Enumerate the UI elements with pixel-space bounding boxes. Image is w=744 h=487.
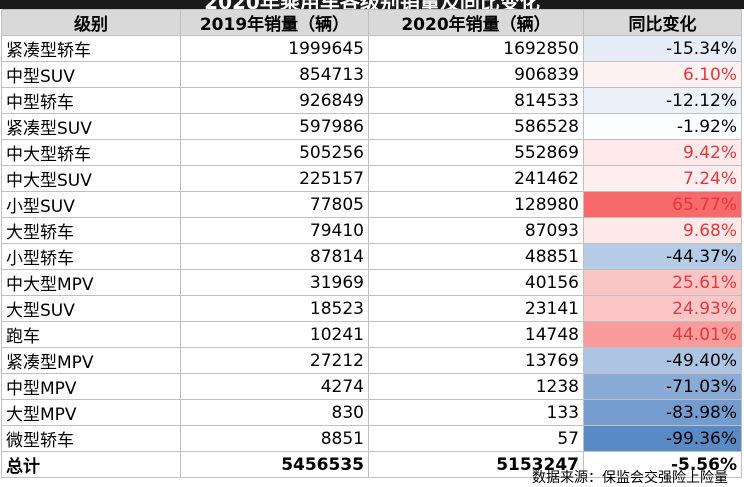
sales-cell: 77805 (180, 191, 369, 218)
sales-cell: 57 (368, 425, 584, 452)
change-cell: -83.98% (583, 399, 742, 426)
change-cell: 65.77% (583, 191, 742, 218)
change-cell: 7.24% (583, 165, 742, 192)
change-cell: -49.40% (583, 347, 742, 374)
level-cell: 中大型轿车 (1, 139, 181, 166)
level-cell: 微型轿车 (1, 425, 181, 452)
sales-cell: 10241 (180, 321, 369, 348)
level-cell: 紧凑型轿车 (1, 35, 181, 62)
table-row: 小型轿车 87814 48851 -44.37% (1, 243, 742, 270)
change-cell: -12.12% (583, 87, 742, 114)
change-cell: 6.10% (583, 61, 742, 88)
sales-cell: 505256 (180, 139, 369, 166)
change-cell: 9.68% (583, 217, 742, 244)
sales-cell: 87093 (368, 217, 584, 244)
sales-cell: 23141 (368, 295, 584, 322)
sales-cell: 586528 (368, 113, 584, 140)
sales-cell: 27212 (180, 347, 369, 374)
level-cell: 总计 (1, 451, 181, 478)
change-cell: -99.36% (583, 425, 742, 452)
table-row: 中型MPV 4274 1238 -71.03% (1, 373, 742, 400)
table-row: 中型轿车 926849 814533 -12.12% (1, 87, 742, 114)
table-row: 中大型SUV 225157 241462 7.24% (1, 165, 742, 192)
title: 2020年乘用车各级别销量及同比变化 (0, 0, 744, 9)
sales-cell: 31969 (180, 269, 369, 296)
sales-cell: 87814 (180, 243, 369, 270)
sales-cell: 18523 (180, 295, 369, 322)
table-row: 微型轿车 8851 57 -99.36% (1, 425, 742, 452)
table-row: 跑车 10241 14748 44.01% (1, 321, 742, 348)
header-cell: 级别 (1, 9, 181, 36)
table-row: 大型SUV 18523 23141 24.93% (1, 295, 742, 322)
level-cell: 中大型MPV (1, 269, 181, 296)
level-cell: 大型轿车 (1, 217, 181, 244)
table-row: 中大型轿车 505256 552869 9.42% (1, 139, 742, 166)
sales-cell: 814533 (368, 87, 584, 114)
sales-cell: 79410 (180, 217, 369, 244)
table-row: 紧凑型轿车 1999645 1692850 -15.34% (1, 35, 742, 62)
sales-cell: 926849 (180, 87, 369, 114)
change-cell: 24.93% (583, 295, 742, 322)
table-row: 紧凑型SUV 597986 586528 -1.92% (1, 113, 742, 140)
sales-cell: 1999645 (180, 35, 369, 62)
sales-cell: 40156 (368, 269, 584, 296)
sales-cell: 14748 (368, 321, 584, 348)
table-row: 紧凑型MPV 27212 13769 -49.40% (1, 347, 742, 374)
sales-cell: 133 (368, 399, 584, 426)
header-cell: 2020年销量（辆） (368, 9, 584, 36)
level-cell: 中型MPV (1, 373, 181, 400)
change-cell: -71.03% (583, 373, 742, 400)
sales-cell: 1692850 (368, 35, 584, 62)
level-cell: 小型轿车 (1, 243, 181, 270)
level-cell: 跑车 (1, 321, 181, 348)
level-cell: 紧凑型SUV (1, 113, 181, 140)
sales-cell: 128980 (368, 191, 584, 218)
table-row: 中大型MPV 31969 40156 25.61% (1, 269, 742, 296)
table-body: 紧凑型轿车 1999645 1692850 -15.34% 中型SUV 854713 906… (1, 35, 742, 478)
header-cell: 2019年销量（辆） (180, 9, 369, 36)
source-note: 数据来源：保监会交强险上险量 (532, 470, 728, 486)
sales-cell: 8851 (180, 425, 369, 452)
sales-cell: 225157 (180, 165, 369, 192)
change-cell: -44.37% (583, 243, 742, 270)
header-row: 级别 2019年销量（辆） 2020年销量（辆） 同比变化 (1, 9, 742, 36)
level-cell: 中型轿车 (1, 87, 181, 114)
table-row: 总计 5456535 5153247 -5.56% (1, 451, 742, 478)
sales-cell: 854713 (180, 61, 369, 88)
sales-cell: 1238 (368, 373, 584, 400)
sales-cell: 552869 (368, 139, 584, 166)
change-cell: -1.92% (583, 113, 742, 140)
sales-cell: 5456535 (180, 451, 369, 478)
change-cell: 9.42% (583, 139, 742, 166)
header-cell: 同比变化 (583, 9, 742, 36)
level-cell: 大型SUV (1, 295, 181, 322)
level-cell: 紧凑型MPV (1, 347, 181, 374)
table-row: 大型轿车 79410 87093 9.68% (1, 217, 742, 244)
level-cell: 中大型SUV (1, 165, 181, 192)
sales-cell: 48851 (368, 243, 584, 270)
level-cell: 大型MPV (1, 399, 181, 426)
table-row: 中型SUV 854713 906839 6.10% (1, 61, 742, 88)
level-cell: 小型SUV (1, 191, 181, 218)
sales-cell: 241462 (368, 165, 584, 192)
change-cell: -5.56% (583, 451, 742, 478)
sales-cell: 597986 (180, 113, 369, 140)
change-cell: 25.61% (583, 269, 742, 296)
sales-cell: 830 (180, 399, 369, 426)
title-bar: 2020年乘用车各级别销量及同比变化 (0, 0, 744, 9)
table-row: 小型SUV 77805 128980 65.77% (1, 191, 742, 218)
level-cell: 中型SUV (1, 61, 181, 88)
sales-cell: 906839 (368, 61, 584, 88)
sales-cell: 4274 (180, 373, 369, 400)
sales-table: 级别 2019年销量（辆） 2020年销量（辆） 同比变化 紧凑型轿车 1999645 1… (1, 9, 742, 478)
change-cell: -15.34% (583, 35, 742, 62)
change-cell: 44.01% (583, 321, 742, 348)
table-row: 大型MPV 830 133 -83.98% (1, 399, 742, 426)
sales-cell: 13769 (368, 347, 584, 374)
